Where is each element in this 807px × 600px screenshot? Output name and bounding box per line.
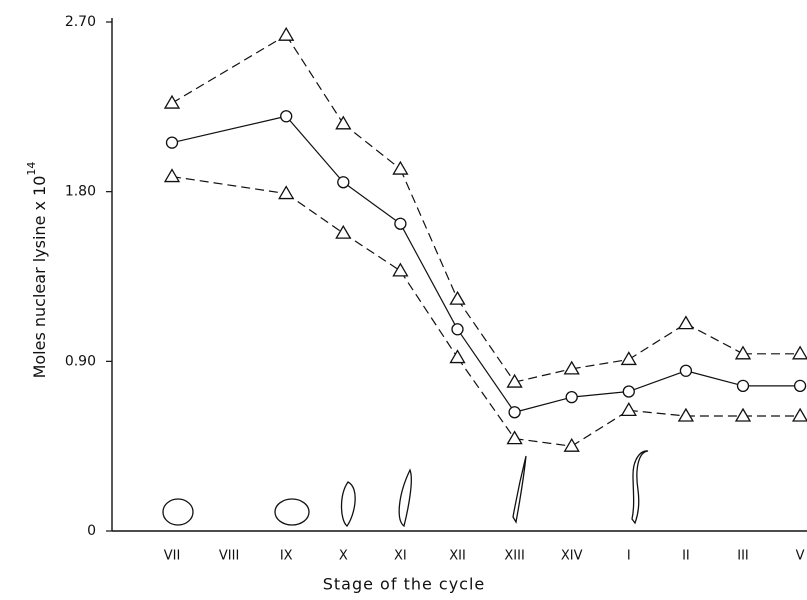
point bbox=[793, 379, 807, 392]
y-tick-label: 0.90 bbox=[65, 353, 96, 369]
point bbox=[337, 176, 350, 189]
series-connector bbox=[171, 34, 287, 104]
cell-elongated bbox=[398, 468, 412, 528]
point bbox=[506, 430, 523, 445]
point bbox=[451, 323, 464, 336]
point bbox=[791, 407, 807, 422]
x-tick-label: VII bbox=[164, 549, 181, 564]
series-connector bbox=[628, 409, 686, 417]
x-axis-label: Stage of the cycle bbox=[323, 575, 486, 594]
cell-spermatid bbox=[631, 450, 649, 525]
point bbox=[335, 224, 352, 239]
series-connector bbox=[285, 115, 344, 183]
point bbox=[508, 406, 521, 419]
series-connector bbox=[342, 181, 401, 225]
x-tick-label: VIII bbox=[219, 549, 239, 564]
point bbox=[506, 373, 523, 388]
y-tick-label: 2.70 bbox=[65, 14, 96, 30]
series-connector bbox=[514, 396, 572, 413]
series-connector bbox=[628, 323, 687, 360]
point bbox=[679, 364, 693, 377]
point bbox=[791, 345, 807, 360]
point bbox=[620, 351, 637, 366]
series-connector bbox=[685, 370, 744, 387]
x-tick-label: III bbox=[737, 549, 749, 564]
y-tick-label: 0 bbox=[87, 523, 96, 539]
point bbox=[622, 385, 635, 398]
x-tick-label: I bbox=[627, 549, 631, 564]
series-connector bbox=[457, 298, 516, 383]
series-connector bbox=[571, 358, 629, 370]
series-connector bbox=[285, 34, 344, 125]
point bbox=[449, 290, 466, 305]
series-connector bbox=[171, 175, 287, 195]
cell-elongated bbox=[340, 481, 356, 527]
x-tick-label: XIII bbox=[504, 549, 524, 564]
point bbox=[165, 136, 179, 149]
point bbox=[736, 379, 750, 392]
x-tick-label: II bbox=[682, 549, 690, 564]
point bbox=[563, 360, 580, 375]
point bbox=[278, 185, 295, 200]
y-tick-label: 1.80 bbox=[65, 184, 96, 200]
point bbox=[163, 168, 181, 183]
y-axis-label: Moles nuclear lysine x 1014 bbox=[25, 162, 49, 379]
series-connector bbox=[685, 323, 744, 355]
point bbox=[620, 402, 637, 416]
series-connector bbox=[514, 438, 572, 447]
x-tick-label: X bbox=[339, 549, 348, 564]
series-connector bbox=[342, 232, 401, 272]
x-tick-label: XII bbox=[449, 549, 466, 564]
point bbox=[394, 217, 407, 230]
cell-round bbox=[274, 498, 310, 526]
point bbox=[335, 115, 352, 130]
series-connector bbox=[457, 328, 516, 413]
point bbox=[392, 160, 409, 175]
y-axis-label-text: Moles nuclear lysine x 10 bbox=[30, 176, 49, 379]
cell-shapes bbox=[162, 450, 649, 528]
series-connector bbox=[514, 368, 572, 383]
series-connector bbox=[399, 168, 459, 300]
x-tick-label: XIV bbox=[561, 549, 583, 564]
series-connector bbox=[457, 357, 516, 439]
series-connector bbox=[285, 193, 344, 234]
point bbox=[677, 407, 695, 422]
point bbox=[392, 262, 409, 277]
cell-round bbox=[162, 498, 194, 526]
series-connector bbox=[342, 123, 401, 170]
x-tick-label: IX bbox=[280, 549, 293, 564]
series-connector bbox=[399, 270, 459, 358]
point bbox=[278, 26, 295, 41]
point bbox=[677, 315, 695, 330]
point bbox=[565, 391, 578, 404]
point bbox=[163, 94, 181, 109]
series-connector bbox=[171, 115, 287, 144]
y-axis-label-exponent: 14 bbox=[25, 162, 38, 176]
x-tick-label: XI bbox=[394, 549, 407, 564]
point bbox=[734, 407, 752, 422]
point bbox=[280, 110, 293, 123]
point bbox=[449, 349, 466, 364]
x-tick-label: V bbox=[796, 549, 805, 564]
point bbox=[563, 437, 580, 452]
cell-spermatid bbox=[512, 455, 527, 524]
point bbox=[734, 345, 752, 360]
series-connector bbox=[399, 223, 459, 330]
series-connector bbox=[571, 409, 630, 447]
series-connector bbox=[628, 370, 687, 393]
series-connector bbox=[571, 390, 629, 398]
